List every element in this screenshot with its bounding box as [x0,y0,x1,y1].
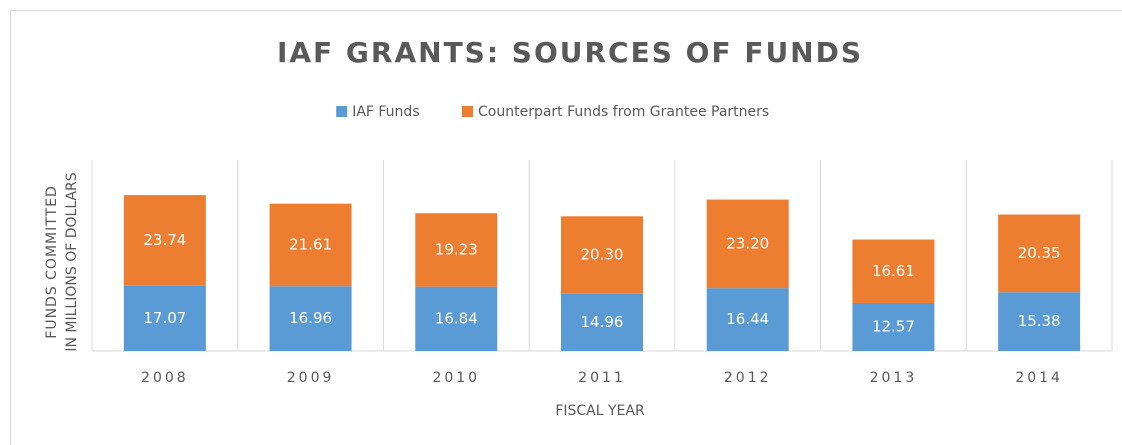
data-label: 23.74 [143,231,186,249]
data-label: 12.57 [872,317,915,335]
x-tick-label: 2011 [578,370,626,386]
data-label: 14.96 [581,313,624,331]
data-label: 16.44 [726,310,769,328]
y-axis-title: IN MILLIONS OF DOLLARS [64,172,80,351]
data-label: 23.20 [726,234,769,252]
bar-segment [706,288,789,351]
data-label: 16.96 [289,309,332,327]
y-axis-title: FUNDS COMMITTED [44,185,60,338]
x-tick-label: 2009 [287,370,335,386]
bar-segment [561,293,643,351]
bar-segment [998,292,1081,351]
data-label: 16.84 [435,309,478,327]
bar-segment [852,302,935,351]
bar-segment [123,285,206,351]
data-label: 21.61 [289,235,332,253]
bar-segment [415,213,498,287]
chart-title: IAF GRANTS: SOURCES OF FUNDS [277,36,863,69]
x-tick-label: 2008 [141,370,189,386]
bar-segment [561,216,643,294]
bar-segment [269,286,352,351]
data-label: 19.23 [435,240,478,258]
x-tick-label: 2010 [432,370,480,386]
data-label: 15.38 [1018,312,1061,330]
bar-segment [269,203,352,287]
bar-segment [706,199,789,289]
x-tick-label: 2012 [724,370,772,386]
data-label: 20.30 [581,246,624,264]
x-tick-label: 2014 [1015,370,1063,386]
data-label: 17.07 [143,309,186,327]
legend-swatch [462,106,473,117]
bar-segment [415,286,498,351]
legend-swatch [336,106,348,117]
legend-label: IAF Funds [352,104,419,120]
legend-label: Counterpart Funds from Grantee Partners [478,104,769,120]
data-label: 16.61 [872,262,915,280]
x-tick-label: 2013 [870,370,918,386]
bar-segment [852,239,935,303]
bar-segment [998,214,1081,293]
bar-segment [123,195,206,286]
data-label: 20.35 [1018,244,1061,262]
x-axis-title: FISCAL YEAR [555,403,645,419]
